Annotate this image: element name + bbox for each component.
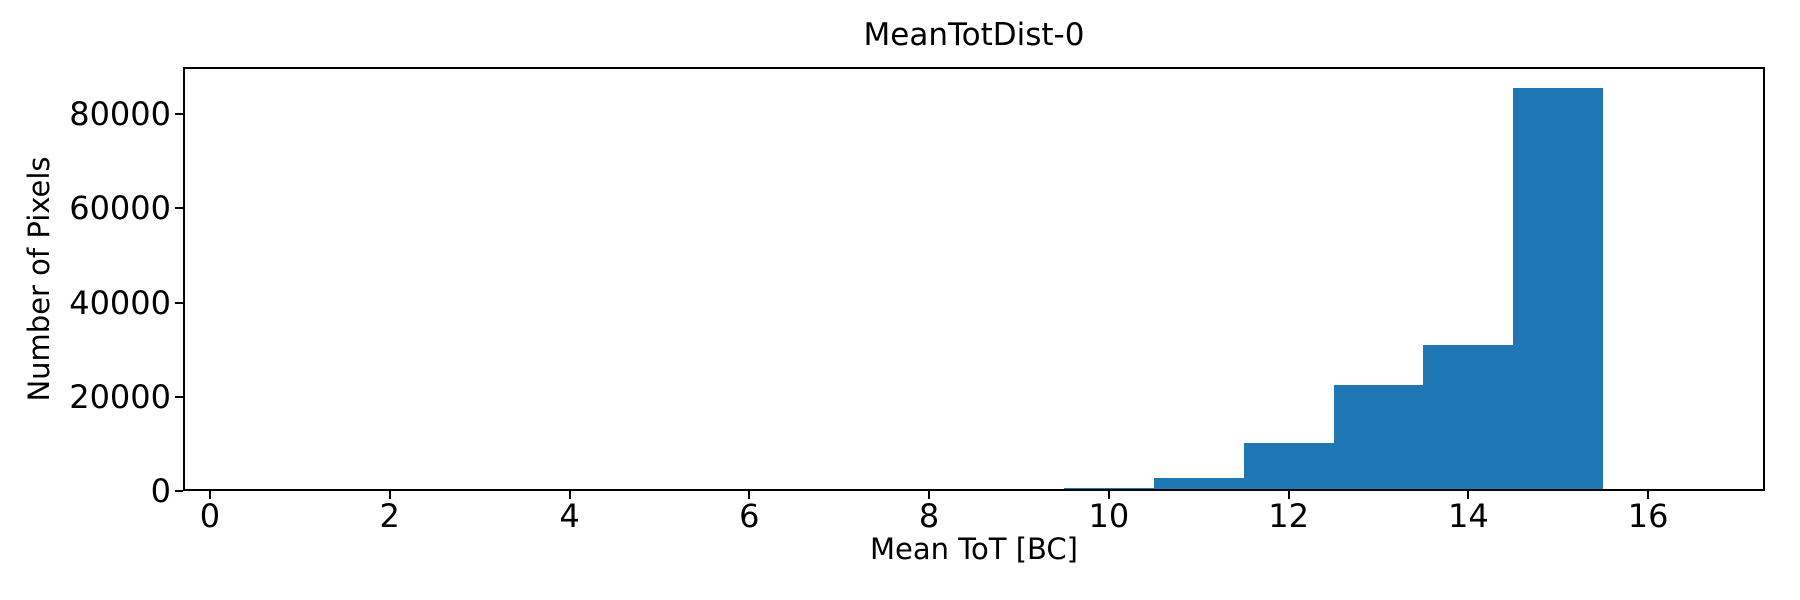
x-tick-label: 8 [918, 497, 940, 535]
x-tick-label: 10 [1088, 497, 1130, 535]
x-axis-label: Mean ToT [BC] [870, 532, 1078, 566]
y-tick-mark [175, 301, 183, 304]
y-tick-label: 40000 [69, 283, 171, 322]
x-tick-mark [1647, 491, 1650, 499]
histogram-bar [1423, 344, 1514, 491]
x-tick-mark [1467, 491, 1470, 499]
x-tick-mark [388, 491, 391, 499]
x-tick-mark [208, 491, 211, 499]
x-tick-label: 4 [559, 497, 580, 535]
x-tick-mark [1287, 491, 1290, 499]
chart-title: MeanTotDist-0 [863, 17, 1085, 53]
y-tick-label: 60000 [69, 189, 171, 228]
histogram-bar [1153, 478, 1244, 491]
y-tick-label: 20000 [69, 377, 171, 416]
y-tick-mark [175, 490, 183, 492]
x-tick-label: 0 [199, 497, 221, 535]
x-tick-label: 14 [1448, 497, 1489, 535]
x-tick-mark [748, 491, 751, 499]
y-tick-mark [175, 207, 183, 210]
x-tick-label: 6 [739, 497, 760, 535]
x-tick-mark [928, 491, 931, 499]
y-tick-mark [175, 395, 183, 398]
histogram-bar [1513, 88, 1604, 491]
x-tick-mark [1107, 491, 1110, 499]
y-axis-label: Number of Pixels [22, 156, 57, 402]
y-tick-label: 80000 [69, 95, 171, 134]
plot-area: 0 2 4 6 8 10 12 14 16 0 20000 40000 60000 80000 [69, 67, 1765, 532]
x-tick-mark [568, 491, 571, 499]
y-tick-mark [175, 113, 183, 116]
histogram-bar [1243, 443, 1334, 491]
histogram-bar [1333, 384, 1424, 491]
y-tick-label: 0 [150, 472, 171, 510]
x-tick-label: 16 [1627, 497, 1669, 535]
x-tick-label: 12 [1268, 497, 1309, 535]
x-tick-label: 2 [379, 497, 400, 535]
